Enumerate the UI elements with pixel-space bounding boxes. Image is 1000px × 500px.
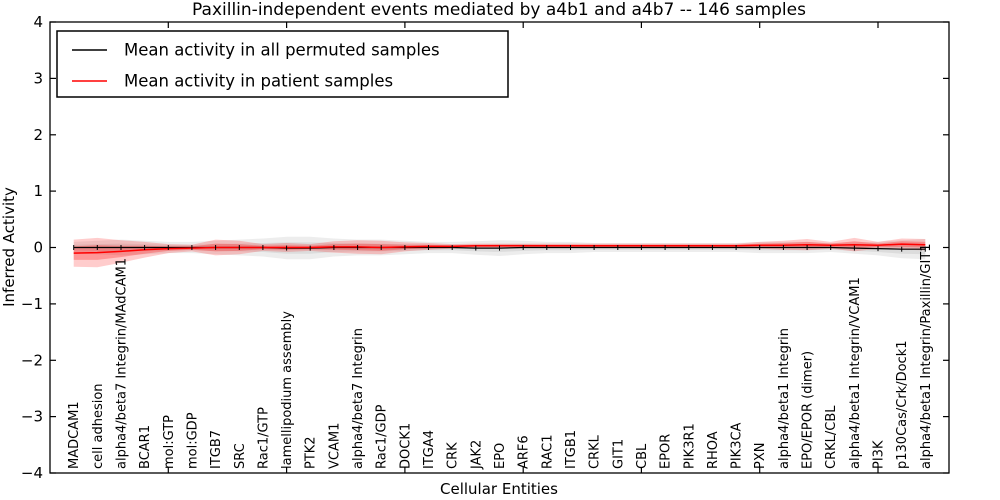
x-tick-label: ITGB1 [564, 430, 579, 469]
x-tick-label: CRKL/CBL [824, 405, 839, 469]
x-tick-label: p130Cas/Crk/Dock1 [895, 340, 910, 469]
x-tick-label: EPOR [659, 434, 674, 469]
x-tick-label: PTK2 [304, 436, 319, 469]
axis-ticks [50, 21, 949, 474]
x-tick-label: Rac1/GTP [256, 407, 271, 469]
x-tick-label: PIK3CA [730, 422, 745, 469]
y-axis-label: Inferred Activity [0, 187, 18, 307]
y-tick-labels: 4 3 2 1 0 −1 −2 −3 −4 [21, 13, 43, 482]
x-tick-label: PI3K [872, 440, 887, 469]
x-tick-label: JAK2 [469, 440, 484, 470]
legend-label-patient: Mean activity in patient samples [124, 72, 393, 91]
x-axis-label: Cellular Entities [440, 480, 558, 498]
chart-title: Paxillin-independent events mediated by … [192, 0, 806, 20]
x-tick-label: DOCK1 [398, 423, 413, 469]
x-tick-label: alpha4/beta1 Integrin/Paxillin/GIT1 [919, 243, 934, 469]
x-tick-label: RAC1 [540, 434, 555, 469]
y-tick-label: −1 [21, 295, 43, 313]
y-tick-label: −3 [21, 408, 43, 426]
x-tick-label: EPO/EPOR (dimer) [801, 351, 816, 469]
x-tick-label: GIT1 [611, 439, 626, 469]
x-tick-label: CRKL [588, 434, 603, 469]
x-tick-label: VCAM1 [327, 423, 342, 469]
legend-label-permuted: Mean activity in all permuted samples [124, 41, 440, 60]
y-tick-label: 2 [33, 126, 43, 144]
y-tick-label: −4 [21, 464, 43, 482]
y-tick-label: 4 [33, 13, 43, 31]
x-tick-label: MADCAM1 [67, 401, 82, 469]
x-tick-label: mol:GTP [162, 415, 177, 469]
x-tick-label: Rac1/GDP [375, 404, 390, 469]
confidence-bands [73, 236, 926, 268]
y-tick-label: −2 [21, 351, 43, 369]
legend-box [56, 30, 509, 98]
legend: Mean activity in all permuted samples Me… [56, 30, 509, 98]
x-tick-label: BCAR1 [138, 425, 153, 469]
y-tick-label: 1 [33, 182, 43, 200]
x-tick-label: CRK [446, 442, 461, 469]
y-tick-label: 0 [33, 239, 43, 257]
x-tick-label: lamellipodium assembly [280, 311, 295, 469]
series-markers [73, 245, 926, 252]
y-tick-label: 3 [33, 69, 43, 87]
x-tick-label: alpha4/beta1 Integrin [777, 328, 792, 469]
x-tick-label: EPO [493, 443, 508, 469]
x-tick-label: alpha4/beta7 Integrin [351, 328, 366, 469]
x-tick-label: mol:GDP [185, 412, 200, 469]
x-tick-label: SRC [233, 443, 248, 469]
x-tick-label: CBL [635, 443, 650, 469]
x-tick-label: cell adhesion [91, 383, 106, 469]
x-tick-label: PIK3R1 [682, 423, 697, 469]
x-tick-labels: MADCAM1 cell adhesion alpha4/beta7 Integri… [67, 243, 934, 470]
x-tick-label: ARF6 [517, 435, 532, 469]
x-tick-label: ITGB7 [209, 430, 224, 469]
x-tick-label: alpha4/beta7 Integrin/MAdCAM1 [115, 258, 130, 469]
x-tick-label: RHOA [706, 431, 721, 469]
x-tick-label: alpha4/beta1 Integrin/VCAM1 [848, 277, 863, 469]
x-tick-label: PXN [753, 443, 768, 469]
x-tick-label: ITGA4 [422, 430, 437, 469]
